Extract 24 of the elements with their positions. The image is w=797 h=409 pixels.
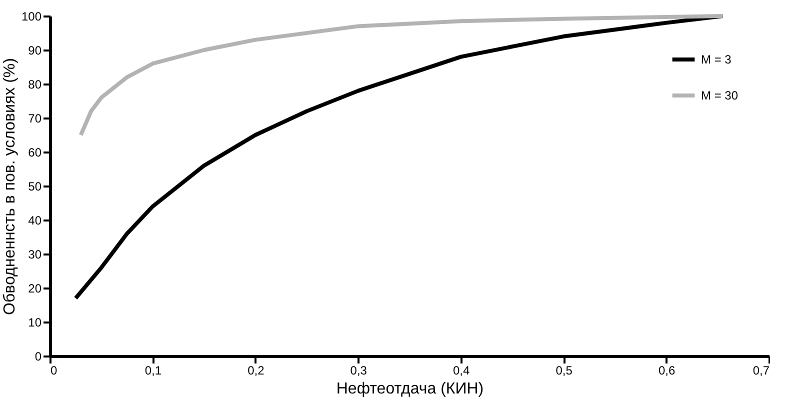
- y-tick-label: 90: [28, 44, 42, 58]
- legend-label: M = 30: [701, 88, 738, 102]
- y-tick-label: 70: [28, 112, 42, 126]
- y-tick-label: 100: [21, 10, 42, 24]
- line-series: [78, 14, 725, 137]
- x-tick-label: 0,2: [248, 364, 265, 378]
- y-tick-label: 40: [28, 214, 42, 228]
- y-tick-label: 0: [34, 350, 42, 364]
- x-tick-label: 0,7: [752, 364, 770, 378]
- y-tick-label: 20: [28, 282, 42, 296]
- y-tick-label: 10: [28, 316, 42, 330]
- y-tick-label: 30: [28, 248, 42, 262]
- x-axis-title: Нефтеотдача (КИН): [336, 380, 484, 398]
- x-tick-label: 0,6: [658, 364, 676, 378]
- y-tick-label: 80: [28, 78, 42, 92]
- x-tick-label: 0,1: [144, 364, 162, 378]
- y-axis-title: Обводненнсть в пов. условиях (%): [1, 58, 18, 315]
- x-tick-label: 0: [50, 364, 58, 378]
- legend-label: M = 3: [701, 52, 732, 66]
- x-tick-label: 0,5: [556, 364, 573, 378]
- x-tick-label: 0,3: [350, 364, 368, 378]
- y-tick-label: 50: [28, 180, 42, 194]
- y-tick-label: 60: [28, 146, 42, 160]
- x-tick-label: 0,4: [453, 364, 470, 378]
